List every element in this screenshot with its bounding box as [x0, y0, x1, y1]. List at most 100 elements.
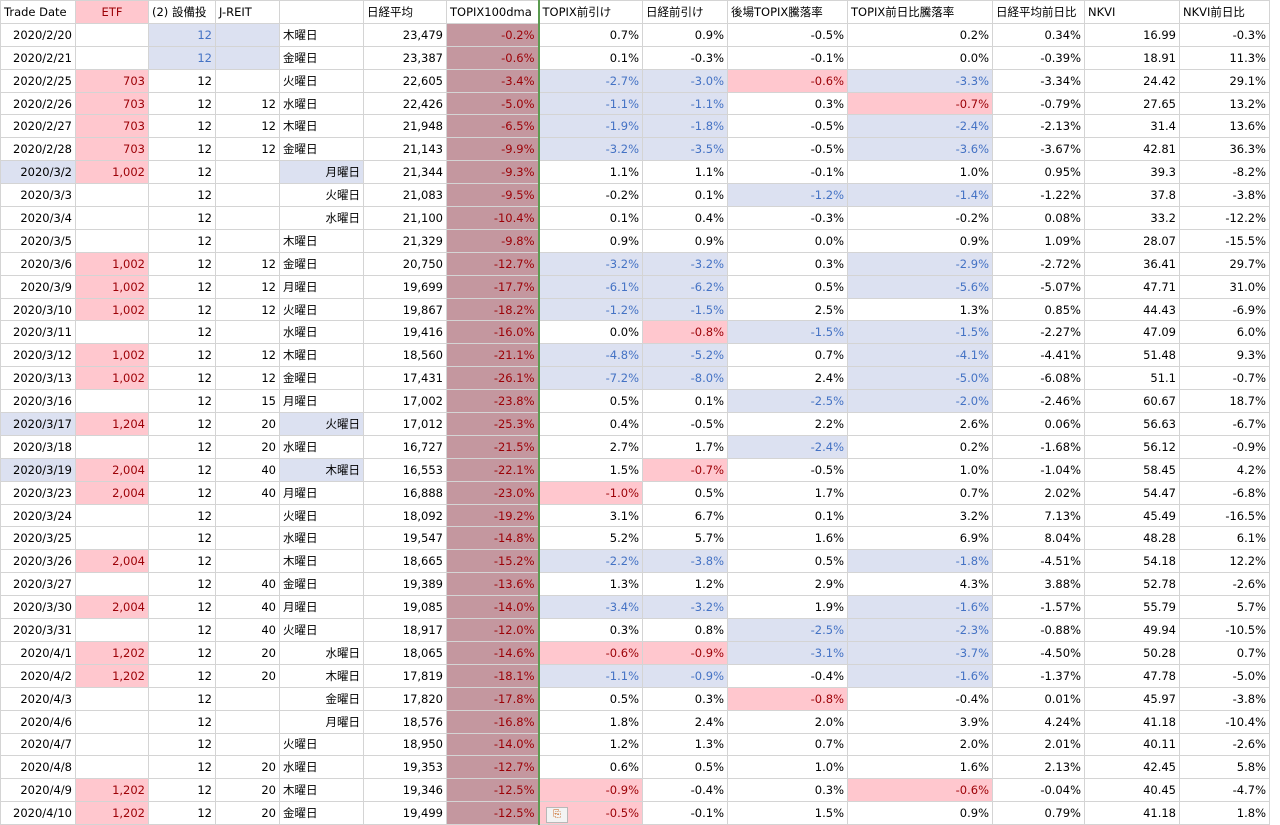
cell-nkvi-day-change[interactable]: -6.7% [1179, 412, 1270, 436]
cell-capex[interactable]: 12 [148, 412, 216, 436]
cell-capex[interactable]: 12 [148, 595, 216, 620]
cell-capex[interactable]: 12 [148, 91, 216, 116]
cell-etf[interactable] [75, 755, 149, 780]
cell-nkvi-day-change[interactable]: 6.1% [1179, 526, 1270, 551]
cell-topix-morning[interactable]: -6.1% [538, 274, 643, 299]
cell-nkvi[interactable]: 49.94 [1084, 618, 1180, 642]
cell-nikkei-morning[interactable]: -0.1% [642, 801, 728, 825]
cell-nikkei-avg[interactable]: 21,143 [363, 137, 447, 162]
cell-topix-afternoon-change[interactable]: 0.7% [727, 732, 848, 757]
cell-nikkei-avg[interactable]: 21,083 [363, 183, 447, 208]
cell-topix-day-change[interactable]: 2.6% [847, 412, 993, 436]
header-etf[interactable]: ETF [75, 0, 149, 24]
cell-topix-day-change[interactable]: 0.7% [847, 480, 993, 505]
cell-topix-afternoon-change[interactable]: -0.1% [727, 45, 848, 70]
cell-topix-100dma[interactable]: -21.5% [446, 434, 540, 459]
cell-topix-100dma[interactable]: -14.8% [446, 526, 540, 551]
cell-trade-date[interactable]: 2020/4/6 [0, 709, 76, 734]
cell-topix-morning[interactable]: 0.6% [538, 755, 643, 780]
cell-j-reit[interactable]: 20 [215, 801, 280, 825]
cell-nikkei-day-change[interactable]: -1.68% [992, 434, 1085, 459]
cell-nikkei-avg[interactable]: 18,092 [363, 503, 447, 528]
cell-nikkei-day-change[interactable]: -1.04% [992, 457, 1085, 482]
cell-trade-date[interactable]: 2020/3/3 [0, 183, 76, 208]
cell-nikkei-day-change[interactable]: -3.67% [992, 137, 1085, 162]
cell-nkvi[interactable]: 40.45 [1084, 778, 1180, 803]
cell-nikkei-morning[interactable]: -0.8% [642, 320, 728, 345]
cell-topix-100dma[interactable]: -9.3% [446, 160, 540, 185]
cell-etf[interactable] [75, 45, 149, 70]
cell-j-reit[interactable] [215, 549, 280, 574]
cell-trade-date[interactable]: 2020/3/16 [0, 389, 76, 414]
cell-j-reit[interactable] [215, 206, 280, 230]
cell-topix-morning[interactable]: -2.2% [538, 549, 643, 574]
cell-nkvi[interactable]: 54.18 [1084, 549, 1180, 574]
cell-trade-date[interactable]: 2020/2/20 [0, 22, 76, 47]
cell-topix-100dma[interactable]: -5.0% [446, 91, 540, 116]
cell-nikkei-morning[interactable]: -5.2% [642, 343, 728, 368]
cell-nikkei-avg[interactable]: 18,950 [363, 732, 447, 757]
cell-nkvi[interactable]: 47.78 [1084, 663, 1180, 688]
cell-capex[interactable]: 12 [148, 732, 216, 757]
cell-etf[interactable]: 2,004 [75, 595, 149, 620]
cell-weekday[interactable]: 木曜日 [279, 228, 364, 253]
cell-trade-date[interactable]: 2020/3/12 [0, 343, 76, 368]
cell-topix-morning[interactable]: -0.9% [538, 778, 643, 803]
cell-topix-afternoon-change[interactable]: 0.7% [727, 343, 848, 368]
header-topix-morning[interactable]: TOPIX前引け [538, 0, 643, 24]
cell-capex[interactable]: 12 [148, 274, 216, 299]
cell-topix-100dma[interactable]: -10.4% [446, 206, 540, 230]
cell-j-reit[interactable] [215, 320, 280, 345]
cell-topix-day-change[interactable]: 6.9% [847, 526, 993, 551]
cell-nikkei-day-change[interactable]: -4.50% [992, 640, 1085, 665]
cell-topix-day-change[interactable]: -1.6% [847, 595, 993, 620]
cell-trade-date[interactable]: 2020/3/17 [0, 412, 76, 436]
cell-capex[interactable]: 12 [148, 526, 216, 551]
cell-topix-morning[interactable]: 2.7% [538, 434, 643, 459]
cell-trade-date[interactable]: 2020/2/21 [0, 45, 76, 70]
cell-weekday[interactable]: 火曜日 [279, 297, 364, 322]
cell-topix-100dma[interactable]: -12.7% [446, 755, 540, 780]
cell-nikkei-avg[interactable]: 19,416 [363, 320, 447, 345]
cell-nikkei-morning[interactable]: -3.0% [642, 68, 728, 93]
cell-trade-date[interactable]: 2020/3/9 [0, 274, 76, 299]
cell-topix-100dma[interactable]: -12.7% [446, 251, 540, 276]
cell-etf[interactable]: 1,204 [75, 412, 149, 436]
cell-nkvi[interactable]: 39.3 [1084, 160, 1180, 185]
cell-topix-100dma[interactable]: -13.6% [446, 572, 540, 597]
cell-nkvi-day-change[interactable]: 6.0% [1179, 320, 1270, 345]
header-nikkei-morning[interactable]: 日経前引け [642, 0, 728, 24]
cell-nikkei-avg[interactable]: 19,353 [363, 755, 447, 780]
cell-capex[interactable]: 12 [148, 434, 216, 459]
cell-topix-day-change[interactable]: -3.3% [847, 68, 993, 93]
cell-trade-date[interactable]: 2020/3/23 [0, 480, 76, 505]
cell-etf[interactable]: 2,004 [75, 457, 149, 482]
cell-etf[interactable] [75, 686, 149, 711]
cell-trade-date[interactable]: 2020/3/27 [0, 572, 76, 597]
cell-topix-day-change[interactable]: -5.6% [847, 274, 993, 299]
cell-nikkei-morning[interactable]: -3.2% [642, 595, 728, 620]
cell-topix-day-change[interactable]: -2.0% [847, 389, 993, 414]
cell-capex[interactable]: 12 [148, 137, 216, 162]
cell-nikkei-day-change[interactable]: -4.51% [992, 549, 1085, 574]
cell-topix-day-change[interactable]: -2.9% [847, 251, 993, 276]
cell-nkvi-day-change[interactable]: -15.5% [1179, 228, 1270, 253]
cell-nkvi[interactable]: 27.65 [1084, 91, 1180, 116]
cell-nikkei-morning[interactable]: -0.5% [642, 412, 728, 436]
cell-trade-date[interactable]: 2020/4/2 [0, 663, 76, 688]
cell-capex[interactable]: 12 [148, 320, 216, 345]
cell-weekday[interactable]: 水曜日 [279, 320, 364, 345]
cell-nkvi-day-change[interactable]: 1.8% [1179, 801, 1270, 825]
cell-j-reit[interactable]: 40 [215, 618, 280, 642]
cell-trade-date[interactable]: 2020/3/2 [0, 160, 76, 185]
cell-nikkei-morning[interactable]: -6.2% [642, 274, 728, 299]
cell-etf[interactable] [75, 434, 149, 459]
cell-topix-afternoon-change[interactable]: 1.9% [727, 595, 848, 620]
cell-nikkei-avg[interactable]: 18,665 [363, 549, 447, 574]
cell-nkvi[interactable]: 54.47 [1084, 480, 1180, 505]
cell-nkvi-day-change[interactable]: 12.2% [1179, 549, 1270, 574]
cell-etf[interactable]: 703 [75, 91, 149, 116]
cell-topix-day-change[interactable]: -0.6% [847, 778, 993, 803]
cell-nikkei-avg[interactable]: 19,547 [363, 526, 447, 551]
paste-options-icon[interactable]: ⎘ [546, 807, 568, 823]
